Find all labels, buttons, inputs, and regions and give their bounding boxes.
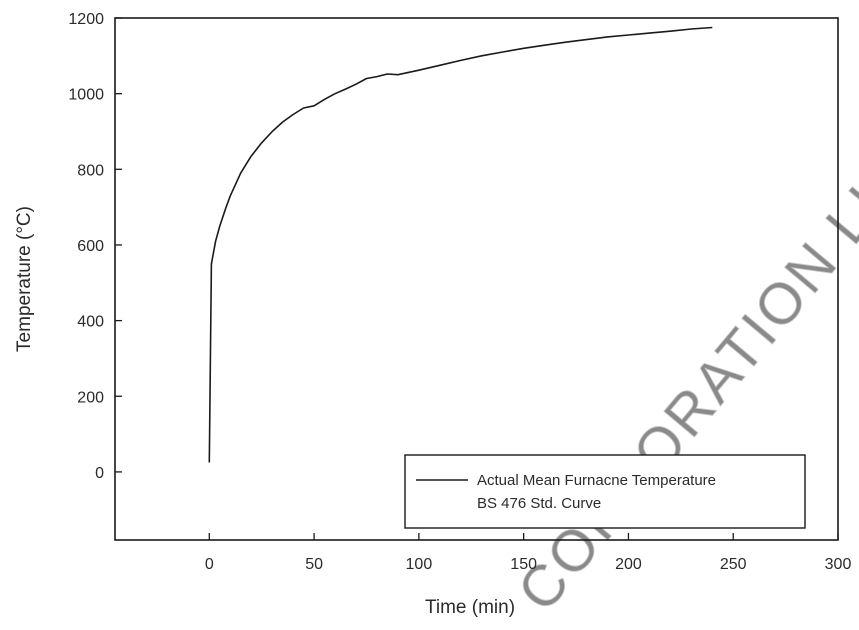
y-axis-title: Temperature (°C) xyxy=(14,206,35,352)
x-axis-title: Time (min) xyxy=(425,597,515,618)
y-tick-label: 1200 xyxy=(68,11,104,28)
x-tick-label: 300 xyxy=(825,556,852,573)
y-tick-label: 400 xyxy=(77,314,104,331)
x-tick-label: 150 xyxy=(510,556,537,573)
legend-label-actual: Actual Mean Furnacne Temperature xyxy=(477,472,716,489)
legend-label-bs476: BS 476 Std. Curve xyxy=(477,495,601,512)
watermark-text: CORPORATION LIMI xyxy=(505,119,859,624)
legend-box xyxy=(404,454,806,529)
plot-frame xyxy=(114,17,839,541)
series-line-0 xyxy=(208,26,713,463)
y-tick-label: 200 xyxy=(77,389,104,406)
y-axis: 0 200 400 600 800 1000 1200 xyxy=(68,11,122,482)
y-tick-label: 1000 xyxy=(68,87,104,104)
legend: Actual Mean Furnacne Temperature BS 476 … xyxy=(404,454,806,529)
y-tick-label: 0 xyxy=(95,465,104,482)
x-tick-label: 0 xyxy=(205,556,214,573)
watermark: CORPORATION LIMI xyxy=(505,118,859,624)
series-layer xyxy=(208,26,713,463)
x-tick-label: 100 xyxy=(406,556,433,573)
y-tick-label: 800 xyxy=(77,162,104,179)
x-axis: 0 50 100 150 200 250 300 xyxy=(205,533,852,573)
x-tick-label: 200 xyxy=(615,556,642,573)
y-tick-label: 600 xyxy=(77,238,104,255)
x-tick-label: 50 xyxy=(305,556,323,573)
x-tick-label: 250 xyxy=(720,556,747,573)
